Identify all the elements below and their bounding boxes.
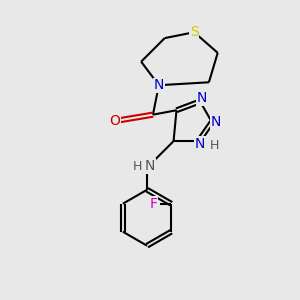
Text: H: H [133, 160, 142, 173]
Text: N: N [145, 159, 155, 173]
Text: N: N [154, 78, 164, 92]
Text: N: N [211, 115, 221, 129]
Text: H: H [210, 139, 220, 152]
Text: N: N [196, 92, 207, 106]
Text: N: N [195, 137, 205, 151]
Text: O: O [109, 114, 120, 128]
Text: S: S [190, 25, 199, 39]
Text: F: F [150, 197, 158, 211]
